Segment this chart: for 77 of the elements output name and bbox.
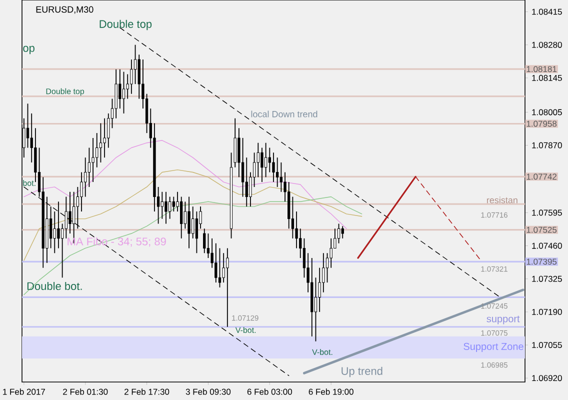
candlestick — [180, 196, 183, 239]
candlestick — [276, 157, 279, 188]
x-tick-label: 2 Feb 01:30 — [63, 388, 108, 395]
candlestick — [88, 147, 91, 188]
candlestick — [268, 147, 271, 173]
candlestick — [272, 152, 275, 183]
x-tick-label: 6 Feb 03:00 — [247, 388, 292, 395]
x-tick-label: 1 Feb 2017 — [3, 388, 45, 395]
annotation: support — [486, 316, 520, 324]
candlestick — [103, 118, 106, 158]
candlestick — [260, 147, 264, 183]
y-tick-label: 1.08415 — [532, 8, 562, 15]
ref-line-label: 1.08181 — [526, 66, 557, 72]
y-tick-label: 1.06920 — [532, 375, 562, 382]
candlestick — [341, 226, 344, 239]
annotation: V-bot. — [312, 349, 332, 355]
candlestick — [203, 228, 206, 254]
candlestick — [130, 59, 133, 94]
annotation: local Down trend — [251, 110, 318, 118]
text: EURUSD,M30 — [36, 6, 94, 14]
candlestick — [295, 211, 298, 249]
ref-line-label: 1.07742 — [526, 174, 556, 180]
annotation: bot. — [23, 180, 36, 186]
candlestick — [80, 172, 83, 212]
annotation: V-bot. — [235, 327, 256, 333]
candlestick — [318, 267, 321, 312]
y-tick-label: 1.08145 — [532, 74, 562, 81]
candlestick — [245, 157, 248, 208]
candlestick — [214, 242, 218, 283]
candlestick — [241, 138, 244, 198]
ref-line-label: 1.07525 — [526, 226, 557, 233]
ref-line-label: 1.07958 — [526, 120, 557, 127]
candlestick — [172, 196, 175, 212]
candlestick — [92, 138, 94, 183]
candlestick — [188, 196, 190, 249]
candlestick — [99, 122, 102, 163]
annotation: resistan — [487, 196, 518, 204]
y-tick-label: 1.07055 — [532, 342, 562, 348]
annotation: Double bot. — [27, 282, 82, 290]
candlestick — [49, 206, 52, 249]
candlestick — [64, 196, 68, 239]
candlestick — [280, 162, 283, 192]
annotation: Double top — [100, 20, 152, 30]
band-label: Support Zone — [464, 342, 524, 352]
y-tick-label: 1.07190 — [532, 308, 562, 315]
candlestick — [57, 201, 60, 249]
y-tick-label: 1.07595 — [532, 210, 562, 216]
candlestick — [96, 132, 98, 168]
candlestick — [168, 196, 172, 220]
candlestick — [164, 191, 168, 224]
x-tick-label: 3 Feb 09:30 — [186, 388, 231, 395]
candlestick — [222, 252, 225, 283]
candlestick — [53, 211, 56, 254]
candlestick — [160, 191, 164, 220]
candlestick — [226, 248, 229, 328]
candlestick — [264, 142, 268, 178]
candlestick — [330, 238, 332, 268]
candlestick — [134, 44, 137, 84]
candlestick — [68, 191, 72, 234]
y-tick-label: 1.07460 — [532, 242, 562, 249]
annotation: Double top — [46, 88, 84, 96]
candlestick — [314, 277, 318, 342]
annotation: op — [23, 46, 34, 54]
y-tick-label: 1.08280 — [532, 42, 562, 48]
x-tick-label: 6 Feb 19:00 — [308, 388, 354, 395]
y-tick-label: 1.07870 — [532, 142, 562, 148]
ref-line-label: 1.07395 — [526, 258, 557, 265]
candlestick — [122, 71, 126, 114]
candlestick — [118, 68, 122, 109]
x-tick-label: 2 Feb 17:30 — [124, 388, 170, 395]
candlestick — [26, 103, 30, 148]
y-tick-label: 1.07325 — [532, 276, 562, 282]
candlestick — [192, 206, 194, 239]
candlestick — [218, 248, 222, 288]
annotation: Up trend — [342, 366, 382, 378]
candlestick — [195, 211, 198, 254]
y-tick-label: 1.08005 — [532, 109, 562, 116]
